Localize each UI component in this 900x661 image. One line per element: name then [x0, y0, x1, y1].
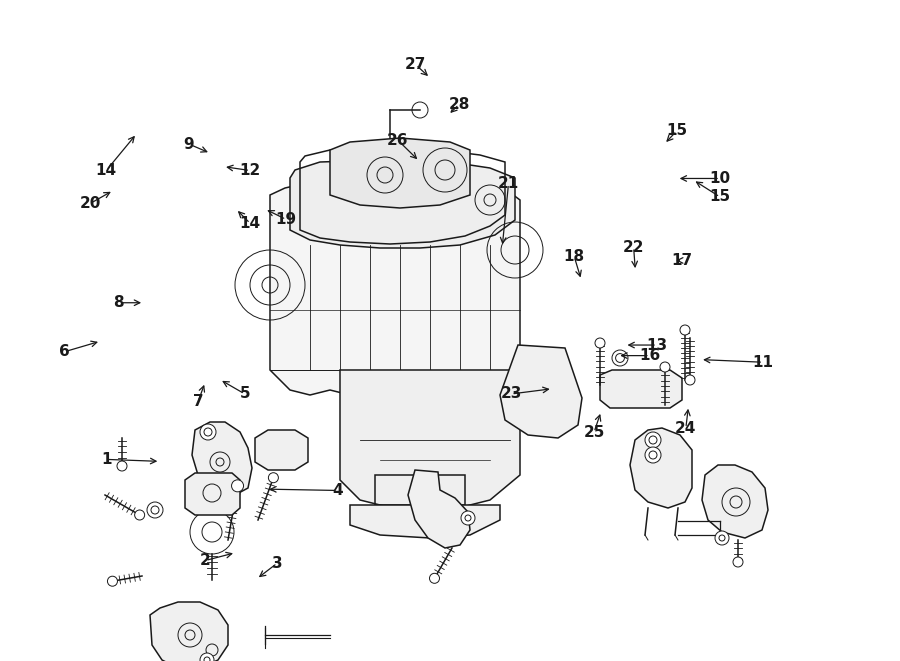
Circle shape [200, 424, 216, 440]
Text: 8: 8 [113, 295, 124, 310]
Text: 12: 12 [239, 163, 261, 178]
Text: 1: 1 [101, 452, 112, 467]
Polygon shape [185, 473, 240, 515]
Text: 22: 22 [623, 240, 644, 254]
Text: 17: 17 [671, 253, 693, 268]
Text: 20: 20 [79, 196, 101, 211]
Circle shape [147, 502, 163, 518]
Polygon shape [350, 505, 500, 538]
Text: 16: 16 [639, 348, 661, 363]
Circle shape [685, 375, 695, 385]
Text: 15: 15 [666, 124, 688, 138]
Polygon shape [702, 465, 768, 538]
Polygon shape [630, 428, 692, 508]
Circle shape [268, 473, 278, 483]
Circle shape [733, 557, 743, 567]
Circle shape [107, 576, 118, 586]
Polygon shape [600, 370, 682, 408]
Polygon shape [290, 160, 515, 248]
Circle shape [117, 461, 127, 471]
Circle shape [135, 510, 145, 520]
Text: 15: 15 [709, 190, 731, 204]
Polygon shape [408, 470, 470, 548]
Text: 4: 4 [332, 483, 343, 498]
Text: 10: 10 [709, 171, 731, 186]
Polygon shape [270, 178, 520, 395]
Text: 24: 24 [675, 421, 697, 436]
Text: 27: 27 [405, 58, 427, 72]
Text: 13: 13 [646, 338, 668, 352]
Circle shape [612, 350, 628, 366]
Circle shape [595, 338, 605, 348]
Polygon shape [192, 422, 252, 495]
Text: 28: 28 [448, 97, 470, 112]
Circle shape [200, 653, 214, 661]
Text: 14: 14 [239, 216, 261, 231]
Text: 7: 7 [193, 395, 203, 409]
Text: 25: 25 [583, 425, 605, 440]
Circle shape [680, 325, 690, 335]
Text: 23: 23 [500, 387, 522, 401]
Text: 19: 19 [275, 212, 297, 227]
Text: 6: 6 [59, 344, 70, 359]
Text: 11: 11 [752, 355, 774, 369]
Circle shape [645, 432, 661, 448]
Text: 9: 9 [184, 137, 194, 151]
Circle shape [645, 447, 661, 463]
Circle shape [715, 531, 729, 545]
Polygon shape [255, 430, 308, 470]
Text: 3: 3 [272, 556, 283, 570]
Polygon shape [150, 602, 228, 661]
Circle shape [660, 362, 670, 372]
Polygon shape [330, 138, 470, 208]
Text: 18: 18 [563, 249, 585, 264]
Text: 14: 14 [95, 163, 117, 178]
Text: 5: 5 [239, 387, 250, 401]
Polygon shape [340, 370, 520, 510]
Circle shape [231, 480, 244, 492]
Circle shape [461, 511, 475, 525]
Text: 2: 2 [200, 553, 211, 568]
Polygon shape [500, 345, 582, 438]
Circle shape [429, 573, 439, 583]
Text: 21: 21 [498, 176, 519, 191]
Text: 26: 26 [387, 133, 409, 147]
